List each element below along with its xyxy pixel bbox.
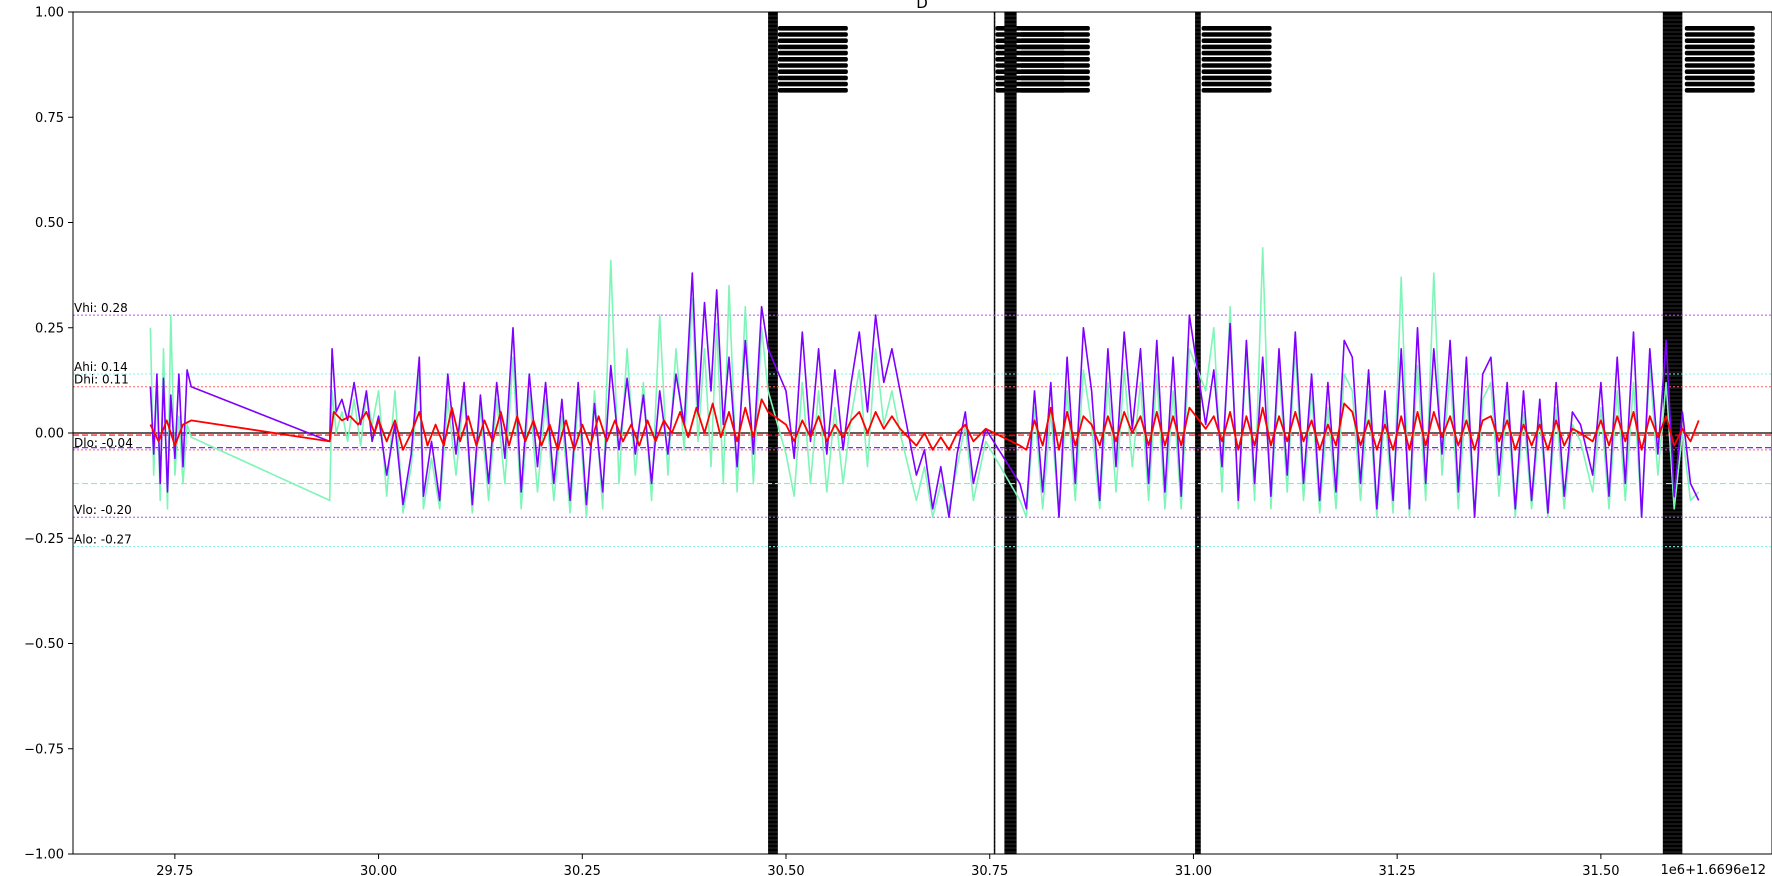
series-lines <box>149 247 1700 518</box>
band-annotation-mark <box>1019 75 1090 81</box>
x-tick-label-3: 30.50 <box>767 864 804 876</box>
band-annotation-mark <box>777 50 848 56</box>
band-annotation-mark <box>777 88 848 93</box>
band-annotation-mark <box>1684 38 1755 43</box>
band-annotation-mark <box>1201 38 1272 43</box>
series-line-V <box>149 272 1700 518</box>
x-tick-label-4: 30.75 <box>971 864 1008 876</box>
threshold-label-4: Vlo: -0.20 <box>74 503 132 517</box>
band-annotation-mark <box>1684 88 1755 93</box>
band-annotation-mark <box>1019 32 1090 37</box>
band-annotation-mark <box>1684 75 1755 81</box>
x-tick-label-1: 30.00 <box>360 864 397 876</box>
band-annotation-mark <box>1684 50 1755 56</box>
band-annotation-mark <box>777 81 848 87</box>
band-annotation-mark <box>1201 88 1272 93</box>
band-annotation-mark <box>1201 50 1272 56</box>
band-annotation-mark <box>1019 44 1090 50</box>
y-tick-label-4: 0.00 <box>35 427 64 442</box>
band-annotation-mark <box>1019 50 1090 56</box>
series-line-A <box>149 247 1700 518</box>
band-annotation-mark <box>1684 57 1755 62</box>
band-annotation-mark <box>777 57 848 62</box>
band-annotation-mark <box>1684 81 1755 87</box>
band-annotation-mark <box>1201 69 1272 74</box>
band-annotation-mark <box>1684 63 1755 68</box>
axes: −1.00 −0.75 −0.50 −0.25 0.00 0.25 0.50 0.75 1.00… <box>24 6 1772 876</box>
threshold-label-1: Ahi: 0.14 <box>74 360 128 374</box>
y-tick-label-7: 0.75 <box>35 111 64 126</box>
y-tick-label-0: −1.00 <box>24 848 64 863</box>
threshold-label-0: Vhi: 0.28 <box>74 301 128 315</box>
band-annotation-mark <box>1019 38 1090 43</box>
band-annotation-mark <box>1201 32 1272 37</box>
y-tick-label-5: 0.25 <box>35 321 64 336</box>
y-tick-label-3: −0.25 <box>24 532 64 547</box>
band-annotation-mark <box>1019 69 1090 74</box>
x-tick-label-0: 29.75 <box>156 864 193 876</box>
threshold-label-2: Dhi: 0.11 <box>74 373 129 387</box>
band-annotation-mark <box>1019 63 1090 68</box>
threshold-label-3: Dlo: -0.04 <box>74 436 133 450</box>
band-annotation-mark <box>777 69 848 74</box>
band-annotation-mark <box>777 44 848 50</box>
y-tick-label-8: 1.00 <box>35 6 64 21</box>
x-axis-offset-label: 1e6+1.6696e12 <box>1661 863 1766 876</box>
x-tick-label-6: 31.25 <box>1379 864 1416 876</box>
band-annotation-mark <box>1201 81 1272 87</box>
band-annotation-mark <box>1684 69 1755 74</box>
y-tick-label-1: −0.75 <box>24 742 64 757</box>
band-annotation-mark <box>1019 88 1090 93</box>
band-annotation-mark <box>1019 26 1090 31</box>
series-line-D <box>149 398 1700 451</box>
band-annotation-mark <box>1019 57 1090 62</box>
threshold-label-5: Alo: -0.27 <box>74 533 132 547</box>
band-annotation-mark <box>1684 26 1755 31</box>
x-tick-label-5: 31.00 <box>1175 864 1212 876</box>
band-annotation-mark <box>1684 32 1755 37</box>
band-annotation-mark <box>1684 44 1755 50</box>
band-annotation-mark <box>1201 75 1272 81</box>
band-annotation-mark <box>1201 44 1272 50</box>
band-annotation-mark <box>1201 63 1272 68</box>
y-tick-label-2: −0.50 <box>24 637 64 652</box>
band-annotation-mark <box>777 75 848 81</box>
band-annotation-mark <box>1019 81 1090 87</box>
x-tick-label-7: 31.50 <box>1582 864 1619 876</box>
band-annotation-mark <box>1201 57 1272 62</box>
band-annotation-mark <box>777 26 848 31</box>
band-annotation-mark <box>777 38 848 43</box>
band-annotation-mark <box>777 32 848 37</box>
band-annotation-mark <box>777 63 848 68</box>
chart-title: D <box>916 0 928 12</box>
y-tick-label-6: 0.50 <box>35 216 64 231</box>
x-tick-label-2: 30.25 <box>564 864 601 876</box>
band-annotation-mark <box>1201 26 1272 31</box>
